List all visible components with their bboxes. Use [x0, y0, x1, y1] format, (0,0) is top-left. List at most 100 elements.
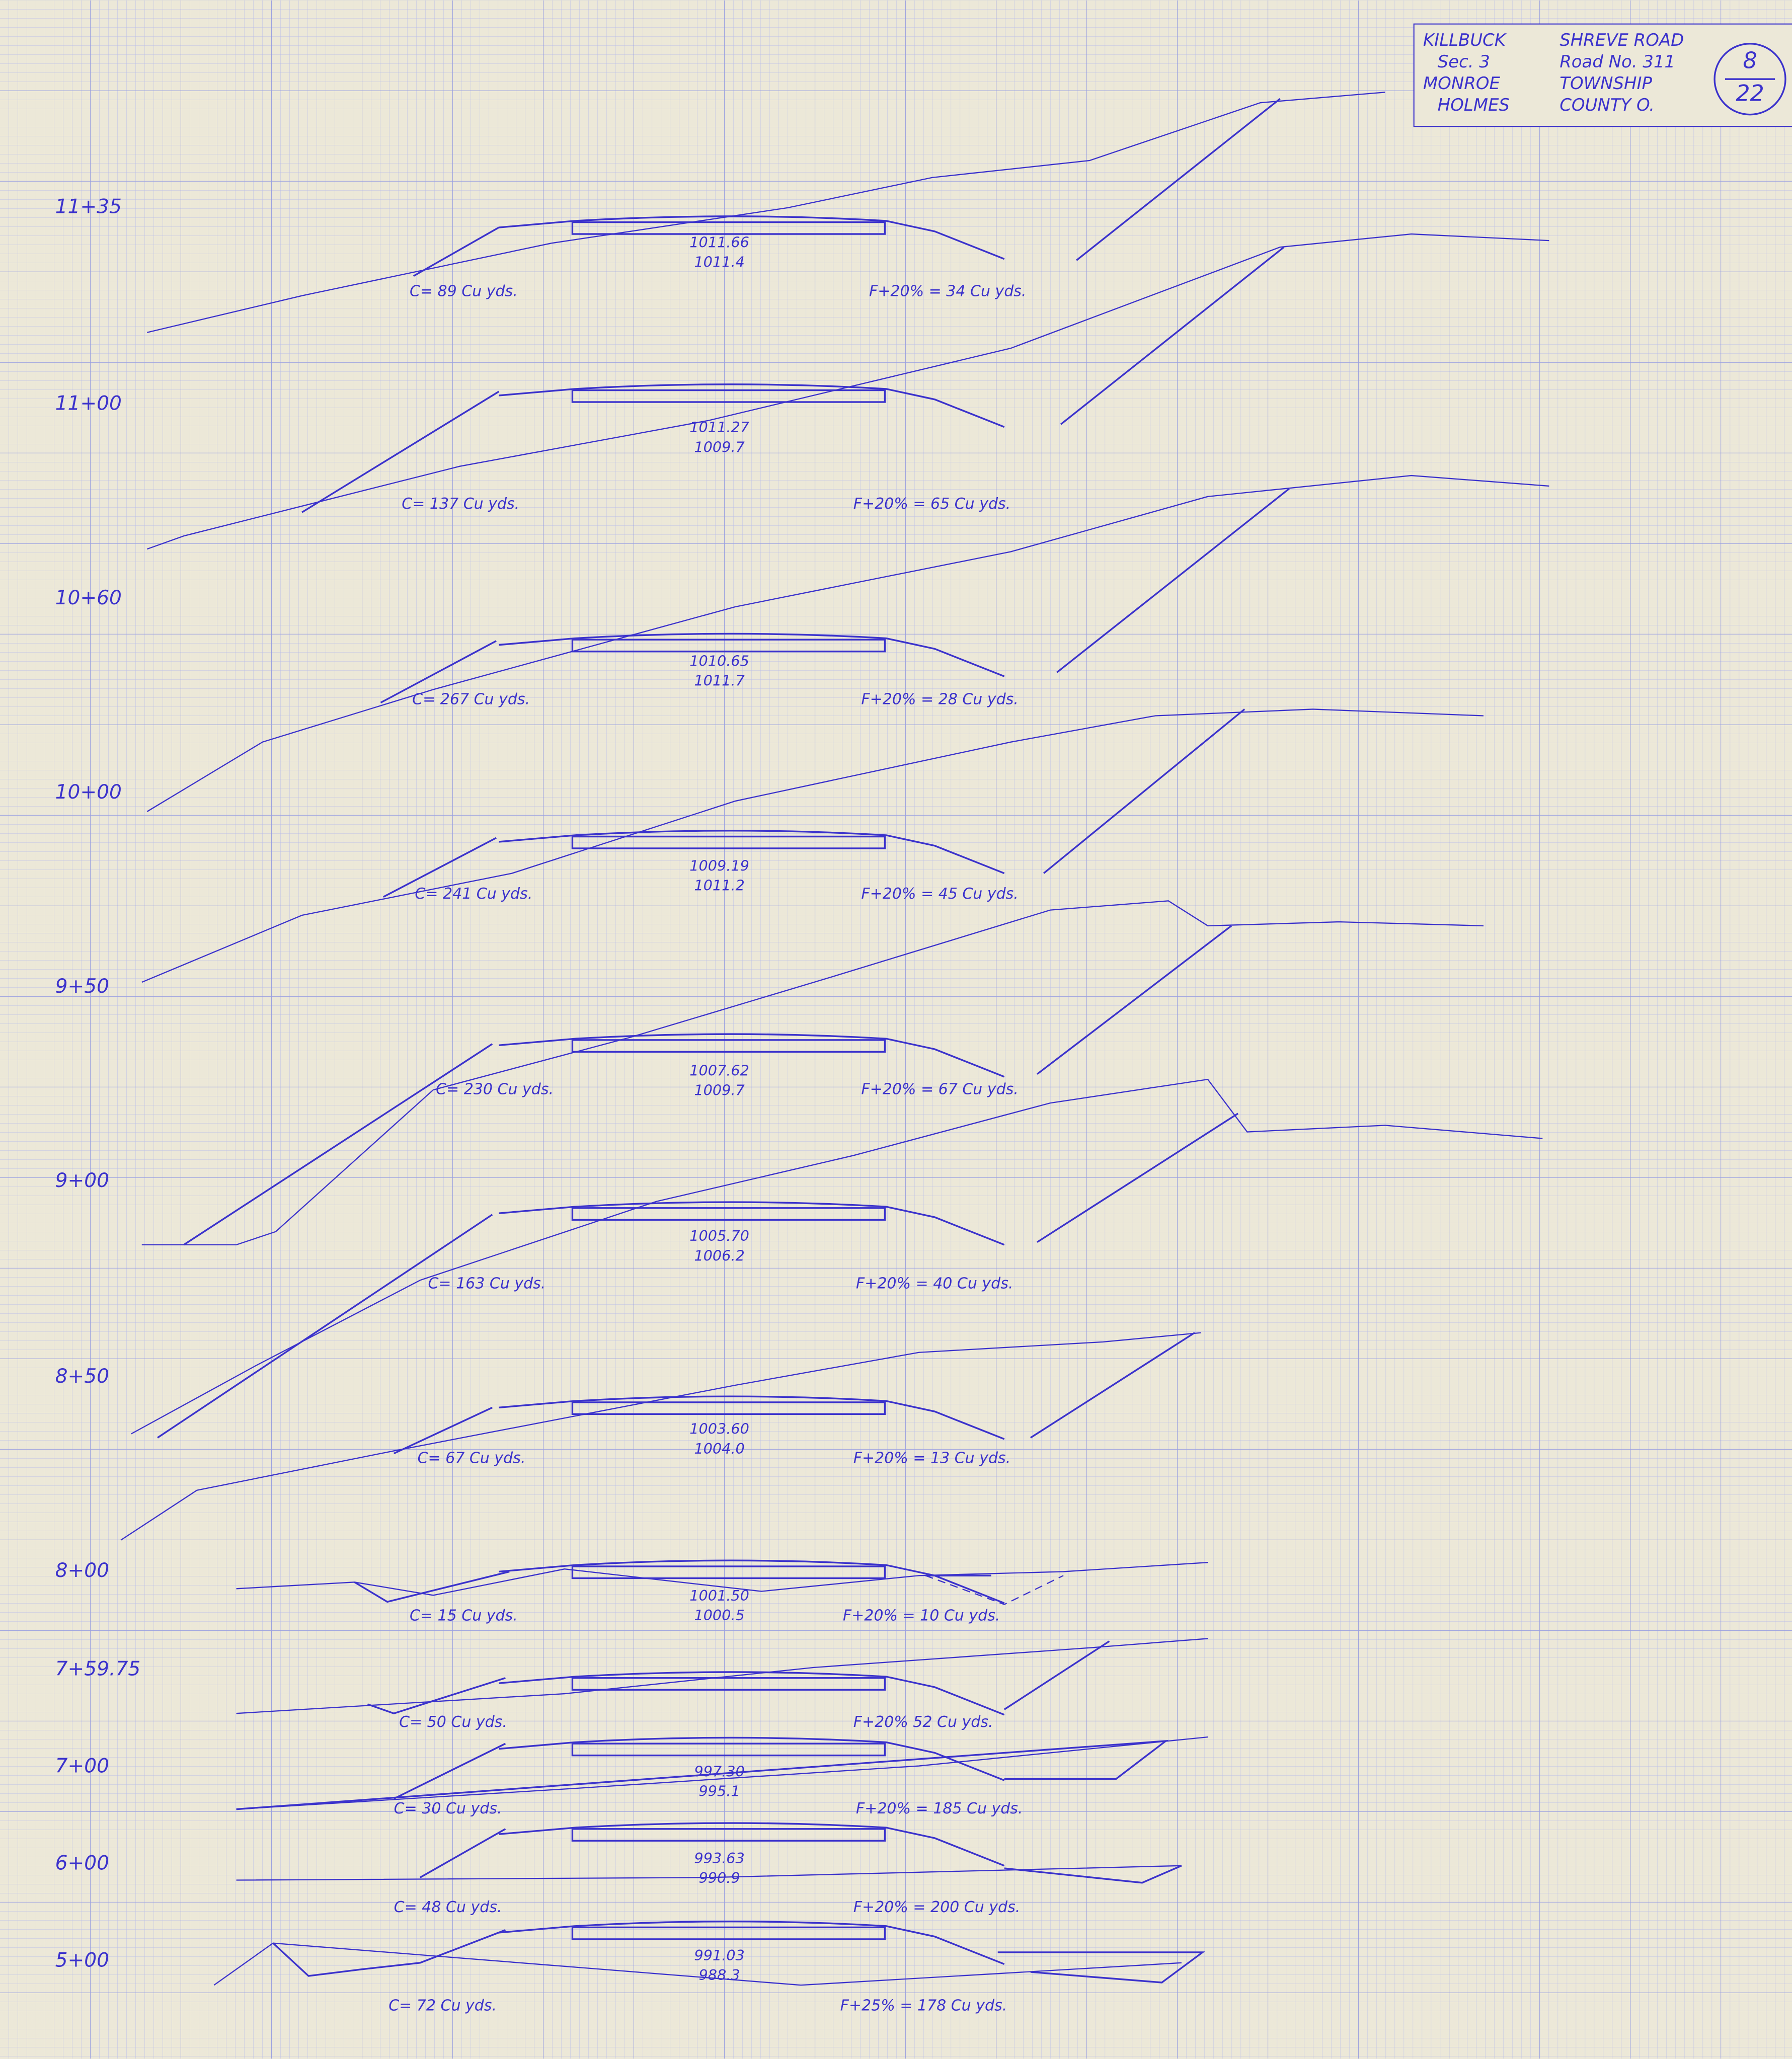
drawing: 11+35 1011.66 1011.4 C= 89 Cu yds. F+20% = 3… — [55, 92, 1549, 2014]
cross-section: 8+00 1001.50 1000.5 C= 15 Cu yds. F+20% = 10… — [55, 1559, 1208, 1625]
elevation: 1009.7 — [694, 438, 744, 455]
side-slope — [183, 1043, 493, 1246]
roadway-box — [571, 1828, 886, 1842]
title-text: KILLBUCK — [1423, 30, 1507, 50]
roadway-box — [571, 639, 886, 653]
roadway-box — [571, 1926, 886, 1940]
cut-quantity: C= 89 Cu yds. — [410, 282, 518, 300]
side-slope — [236, 1739, 1169, 1810]
sheet-circle — [1713, 43, 1786, 116]
elevation: 995.1 — [699, 1783, 740, 1800]
elevation: 1000.5 — [694, 1607, 744, 1624]
roadway-crown — [499, 1559, 1005, 1604]
roadway-box — [571, 1401, 886, 1415]
title-text: SHREVE ROAD — [1560, 30, 1684, 50]
ground-line — [236, 1561, 1208, 1596]
ground-line — [146, 233, 1549, 550]
side-slope — [380, 640, 497, 703]
fill-quantity: F+20% = 200 Cu yds. — [853, 1898, 1021, 1916]
side-slope — [382, 837, 497, 898]
station-label: 8+50 — [55, 1365, 109, 1388]
fill-quantity: F+20% = 10 Cu yds. — [843, 1607, 1000, 1625]
roadway-box — [571, 1039, 886, 1053]
roadway-crown — [499, 830, 1005, 875]
roadway-box — [571, 389, 886, 403]
station-label: 10+60 — [55, 587, 122, 609]
elevation: 1006.2 — [694, 1247, 744, 1264]
station-label: 11+00 — [55, 392, 122, 415]
title-text: Sec. 3 — [1438, 52, 1490, 71]
ground-line — [236, 1736, 1208, 1810]
cross-section: 6+00 993.63 990.9 C= 48 Cu yds. F+20% = 200 … — [55, 1822, 1182, 1916]
side-slope — [413, 226, 500, 277]
side-slope — [272, 1929, 506, 1977]
fill-quantity: F+20% = 34 Cu yds. — [869, 282, 1026, 300]
roadway-crown — [499, 1822, 1005, 1867]
title-block: 8 22 KILLBUCK SHREVE ROAD Sec. 3 Road No. 3… — [1413, 23, 1792, 127]
roadway-crown — [499, 1920, 1005, 1965]
elevation: 1005.70 — [689, 1227, 749, 1244]
title-text: Road No. 311 — [1560, 52, 1675, 71]
roadway-crown — [499, 383, 1005, 428]
elevation: 1001.50 — [689, 1587, 749, 1604]
cut-quantity: C= 30 Cu yds. — [394, 1800, 502, 1817]
station-label: 5+00 — [55, 1949, 109, 1972]
elevation: 1011.66 — [689, 233, 749, 251]
title-text: TOWNSHIP — [1560, 73, 1652, 93]
side-slope — [393, 1743, 506, 1800]
ground-line — [213, 1942, 1182, 1986]
ground-line — [120, 1332, 1202, 1541]
ditch-dashed — [925, 1575, 1064, 1605]
station-label: 10+00 — [55, 781, 122, 804]
side-slope — [1004, 1865, 1182, 1884]
elevation: 997.30 — [694, 1763, 744, 1780]
side-slope — [301, 390, 500, 513]
ground-line — [146, 474, 1549, 812]
elevation: 1007.62 — [689, 1062, 749, 1079]
cross-section: 7+59.75 C= 50 Cu yds. F+20% 52 Cu yds. — [55, 1638, 1208, 1731]
cross-section: 10+00 1009.19 1011.2 C= 241 Cu yds. F+20% = … — [55, 708, 1484, 983]
roadway-box — [571, 1207, 886, 1221]
cross-section: 8+50 1003.60 1004.0 C= 67 Cu yds. F+20% = 13… — [55, 1332, 1202, 1541]
station-label: 9+50 — [55, 975, 109, 998]
fill-quantity: F+20% = 28 Cu yds. — [861, 691, 1018, 708]
side-slope — [1056, 488, 1290, 673]
title-box — [1413, 23, 1792, 127]
fill-quantity: F+20% = 185 Cu yds. — [856, 1800, 1023, 1817]
station-label: 8+00 — [55, 1559, 109, 1582]
roadway-box — [571, 1565, 886, 1579]
ground-line — [141, 708, 1484, 983]
cut-quantity: C= 267 Cu yds. — [412, 691, 530, 708]
cross-section: 7+00 997.30 995.1 C= 30 Cu yds. F+20% = 185 … — [55, 1736, 1208, 1817]
cut-quantity: C= 67 Cu yds. — [418, 1450, 526, 1467]
elevation: 1009.7 — [694, 1082, 744, 1099]
cut-quantity: C= 230 Cu yds. — [436, 1081, 554, 1098]
elevation: 1011.7 — [694, 672, 744, 689]
side-slope — [393, 1406, 493, 1455]
roadway-box — [571, 1677, 886, 1691]
roadway-crown — [499, 1033, 1005, 1078]
side-slope — [1003, 1640, 1110, 1710]
ground-line — [236, 1638, 1208, 1714]
elevation: 1011.27 — [689, 419, 749, 436]
fill-quantity: F+20% = 40 Cu yds. — [856, 1275, 1013, 1293]
roadway-box — [571, 835, 886, 849]
cut-quantity: C= 72 Cu yds. — [388, 1997, 497, 2014]
elevation: 1010.65 — [689, 653, 749, 670]
station-label: 9+00 — [55, 1169, 109, 1192]
side-slope — [419, 1828, 506, 1878]
cut-quantity: C= 50 Cu yds. — [399, 1713, 507, 1731]
sheet-total: 22 — [1736, 81, 1764, 107]
title-text: HOLMES — [1438, 95, 1510, 115]
title-text: COUNTY O. — [1560, 95, 1655, 115]
fill-quantity: F+20% = 13 Cu yds. — [853, 1450, 1010, 1467]
ground-line — [141, 900, 1484, 1246]
cross-section: 5+00 991.03 988.3 C= 72 Cu yds. F+25% = 178 … — [55, 1920, 1205, 2014]
roadway-crown — [499, 1201, 1005, 1246]
cut-quantity: C= 48 Cu yds. — [394, 1898, 502, 1916]
roadway-box — [571, 221, 886, 235]
side-slope — [367, 1677, 506, 1714]
